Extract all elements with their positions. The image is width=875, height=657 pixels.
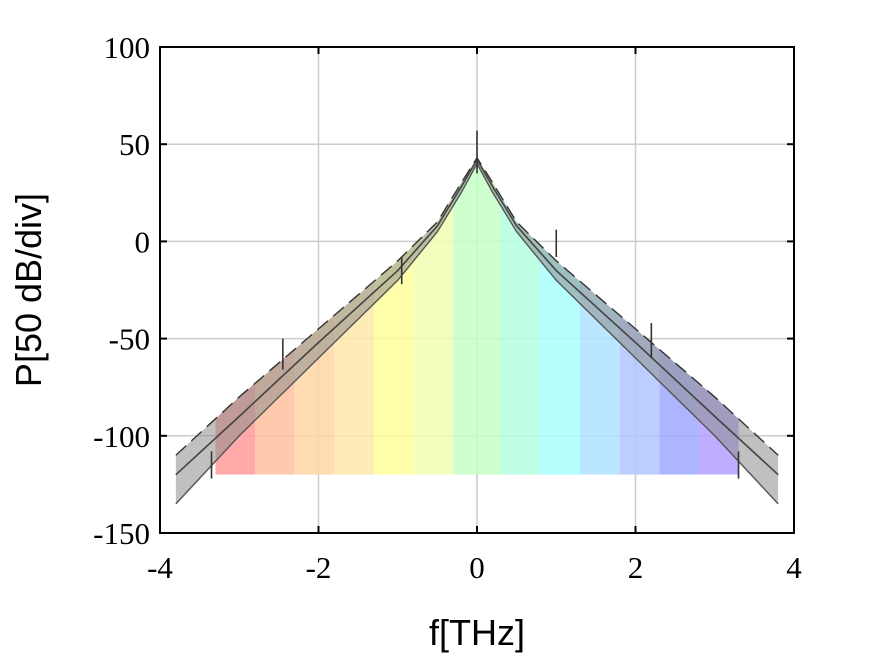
color-band xyxy=(294,157,335,475)
x-tick-label: -2 xyxy=(306,550,332,585)
x-tick-labels: -4 -2 0 2 4 xyxy=(147,550,802,585)
y-tick-label: -150 xyxy=(93,516,150,551)
x-tick-label: 2 xyxy=(628,550,644,585)
y-tick-label: -100 xyxy=(93,419,150,454)
color-band xyxy=(500,157,541,475)
axis-ticks xyxy=(159,46,795,534)
y-tick-label: 0 xyxy=(135,224,151,259)
color-band xyxy=(453,157,501,475)
y-tick-label: -50 xyxy=(109,322,150,357)
color-band xyxy=(619,157,660,475)
x-axis-title: f[THz] xyxy=(429,612,525,653)
y-tick-label: 100 xyxy=(104,30,151,65)
y-tick-label: 50 xyxy=(119,127,150,162)
x-tick-label: 0 xyxy=(469,550,485,585)
x-tick-label: -4 xyxy=(147,550,173,585)
spectral-spikes xyxy=(210,130,740,479)
y-tick-labels: 100 50 0 -50 -100 -150 xyxy=(93,30,150,551)
color-band xyxy=(334,157,374,475)
y-axis-title: P[50 dB/div] xyxy=(8,193,49,387)
color-band xyxy=(413,157,454,475)
x-tick-label: 4 xyxy=(786,550,802,585)
color-band xyxy=(580,157,620,475)
